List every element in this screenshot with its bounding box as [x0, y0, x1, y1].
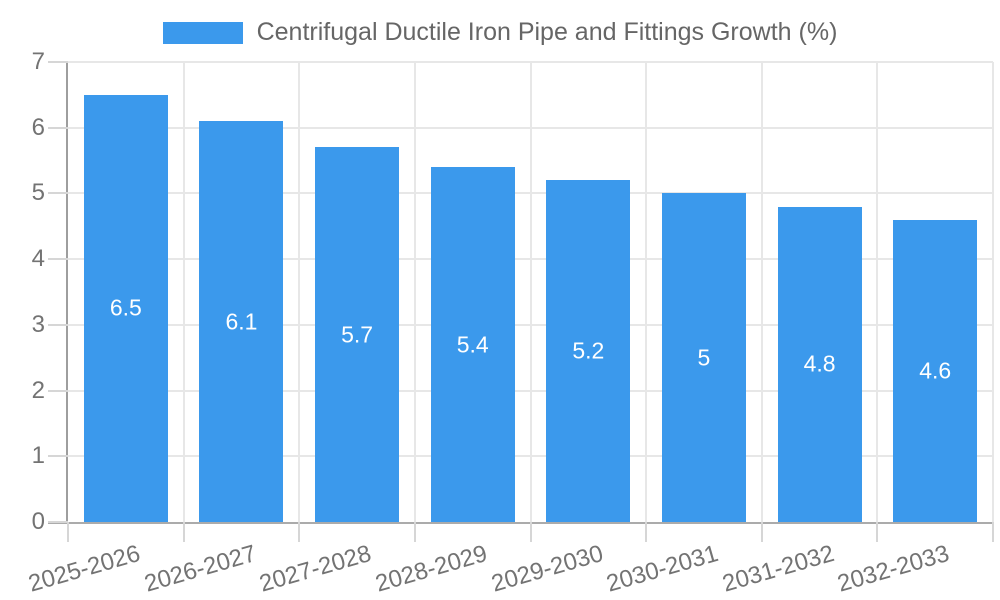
gridline-x-4 [529, 62, 532, 522]
x-axis-label-2027-2028: 2027-2028 [256, 540, 375, 598]
y-tick-1 [48, 455, 68, 458]
x-tick-0 [67, 522, 69, 542]
y-axis-label-4: 4 [31, 245, 45, 273]
x-tick-6 [760, 522, 763, 542]
bar-2025-2026[interactable] [83, 94, 168, 522]
gridline-x-8 [992, 62, 994, 522]
bar-value-label-2027-2028: 5.7 [341, 321, 374, 348]
bar-2030-2031[interactable] [661, 193, 746, 522]
y-axis-label-6: 6 [31, 113, 45, 141]
x-axis-label-2025-2026: 2025-2026 [25, 540, 144, 598]
x-tick-8 [992, 522, 994, 542]
bar-2032-2033[interactable] [893, 219, 978, 522]
gridline-x-1 [182, 62, 185, 522]
y-tick-7 [48, 61, 68, 63]
x-tick-5 [645, 522, 648, 542]
x-tick-3 [413, 522, 416, 542]
x-axis-label-2031-2032: 2031-2032 [719, 540, 838, 598]
bar-value-label-2029-2030: 5.2 [572, 337, 605, 364]
y-tick-2 [48, 389, 68, 392]
gridline-x-7 [876, 62, 879, 522]
gridline-x-5 [645, 62, 648, 522]
gridline-x-6 [760, 62, 763, 522]
y-axis-label-2: 2 [31, 376, 45, 404]
y-axis-label-3: 3 [31, 310, 45, 338]
bar-value-label-2031-2032: 4.8 [803, 350, 836, 377]
bar-value-label-2025-2026: 6.5 [109, 294, 142, 321]
y-tick-0 [48, 521, 68, 523]
x-axis-label-2026-2027: 2026-2027 [141, 540, 259, 598]
legend-swatch [162, 21, 243, 44]
x-axis-label-2032-2033: 2032-2033 [834, 540, 953, 598]
x-tick-4 [529, 522, 532, 542]
bar-value-label-2028-2029: 5.4 [456, 331, 489, 358]
plot-area: 6.5 6.1 5.7 5.4 5.2 5 4.8 4.6 [68, 62, 993, 522]
x-axis-label-2029-2030: 2029-2030 [487, 540, 606, 598]
bar-2027-2028[interactable] [315, 147, 400, 522]
bar-value-label-2032-2033: 4.6 [919, 357, 952, 384]
y-axis-line [66, 62, 68, 524]
y-axis-label-0: 0 [31, 508, 45, 535]
bar-2026-2027[interactable] [199, 121, 284, 522]
chart-legend[interactable]: Centrifugal Ductile Iron Pipe and Fittin… [0, 18, 1000, 47]
x-tick-1 [182, 522, 185, 542]
y-tick-4 [48, 258, 68, 261]
y-tick-5 [48, 192, 68, 195]
x-tick-2 [298, 522, 301, 542]
x-axis-label-2030-2031: 2030-2031 [603, 540, 722, 598]
bar-2029-2030[interactable] [546, 180, 631, 522]
y-axis-label-7: 7 [31, 48, 45, 75]
x-axis-line [48, 522, 993, 524]
gridline-x-2 [298, 62, 301, 522]
y-axis-label-1: 1 [31, 442, 45, 470]
y-tick-3 [48, 323, 68, 326]
x-axis-label-2028-2029: 2028-2029 [372, 540, 491, 598]
bar-value-label-2030-2031: 5 [697, 344, 711, 371]
bar-2031-2032[interactable] [777, 206, 862, 522]
bar-value-label-2026-2027: 6.1 [225, 308, 258, 335]
gridline-x-3 [413, 62, 416, 522]
x-tick-7 [876, 522, 879, 542]
y-axis-label-5: 5 [31, 179, 45, 207]
legend-label: Centrifugal Ductile Iron Pipe and Fittin… [256, 18, 838, 46]
bar-2028-2029[interactable] [430, 167, 515, 522]
y-tick-6 [48, 126, 68, 129]
